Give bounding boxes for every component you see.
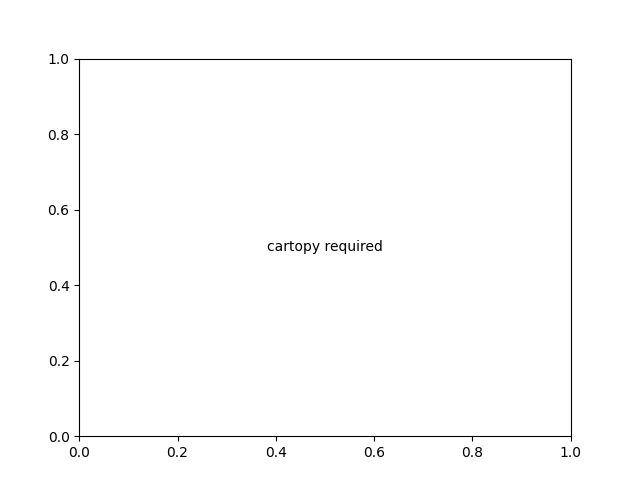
Text: cartopy required: cartopy required <box>267 241 383 254</box>
